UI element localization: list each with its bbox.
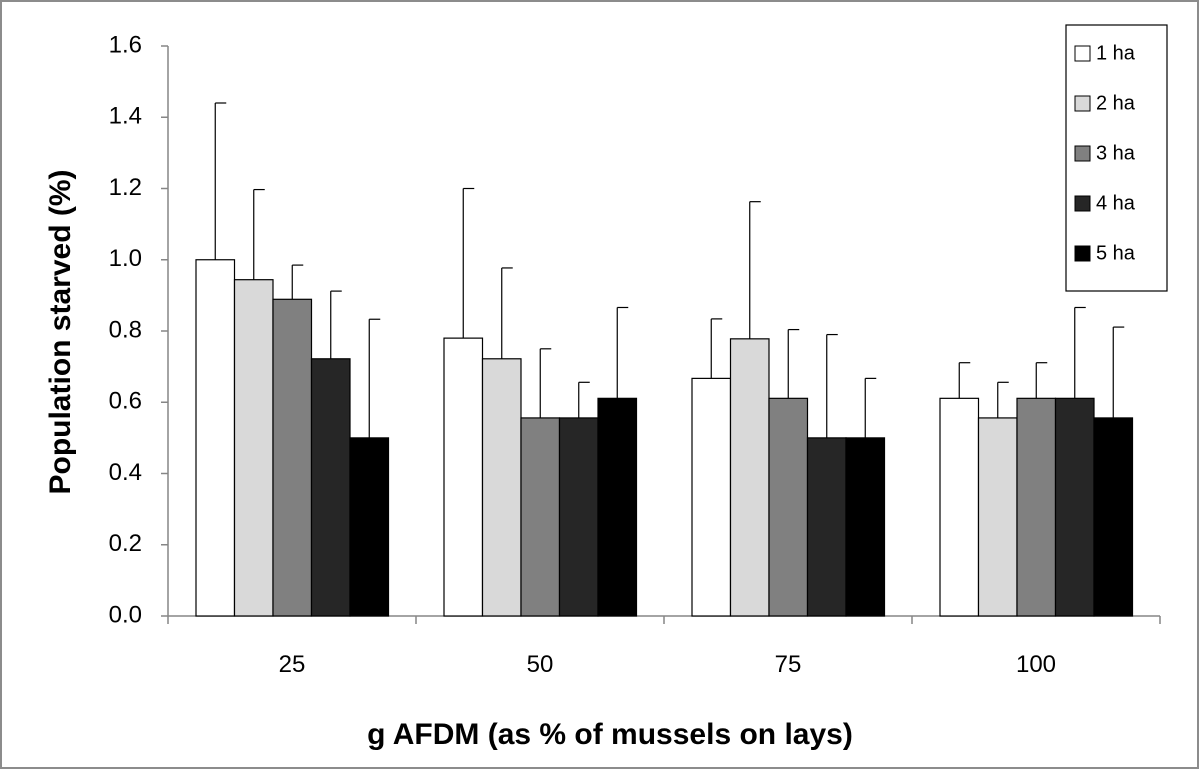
legend-swatch (1074, 95, 1091, 112)
bar (1054, 397, 1095, 617)
x-tick-label: 100 (1016, 651, 1056, 678)
bar (233, 279, 274, 617)
legend-label: 1 ha (1096, 42, 1136, 64)
bar (520, 417, 561, 617)
bar (768, 397, 809, 617)
legend-label: 3 ha (1096, 142, 1136, 164)
legend-swatch (1074, 195, 1091, 212)
x-tick-label: 50 (527, 651, 554, 678)
bar (558, 417, 599, 617)
legend-label: 5 ha (1096, 242, 1136, 264)
y-tick-label: 0.8 (109, 316, 142, 343)
y-tick-label: 1.4 (109, 103, 142, 130)
bar (845, 437, 886, 617)
legend-swatch (1074, 45, 1091, 62)
bar (481, 358, 522, 617)
x-tick-label: 25 (279, 651, 306, 678)
bar (691, 377, 732, 617)
bar (939, 397, 980, 617)
y-tick-label: 0.2 (109, 530, 142, 557)
y-tick-label: 1.2 (109, 174, 142, 201)
bar (729, 338, 770, 617)
y-tick-label: 1.0 (109, 245, 142, 272)
y-axis-title: Population starved (%) (44, 169, 77, 494)
legend-label: 4 ha (1096, 192, 1136, 214)
x-tick-label: 75 (775, 651, 802, 678)
x-axis-title: g AFDM (as % of mussels on lays) (367, 718, 853, 751)
bar (310, 358, 351, 617)
bar (977, 417, 1018, 617)
bar (1093, 417, 1134, 617)
y-tick-label: 0.0 (109, 601, 142, 628)
y-tick-label: 0.6 (109, 388, 142, 415)
legend-swatch (1074, 145, 1091, 162)
bar (349, 437, 390, 617)
bar (195, 259, 236, 617)
y-tick-label: 1.6 (109, 31, 142, 58)
bar (806, 437, 847, 617)
legend-label: 2 ha (1096, 92, 1136, 114)
bar (443, 337, 484, 617)
bar (597, 397, 638, 617)
legend-swatch (1074, 245, 1091, 262)
y-tick-label: 0.4 (109, 459, 142, 486)
bar (1016, 397, 1057, 617)
bar (272, 298, 313, 617)
